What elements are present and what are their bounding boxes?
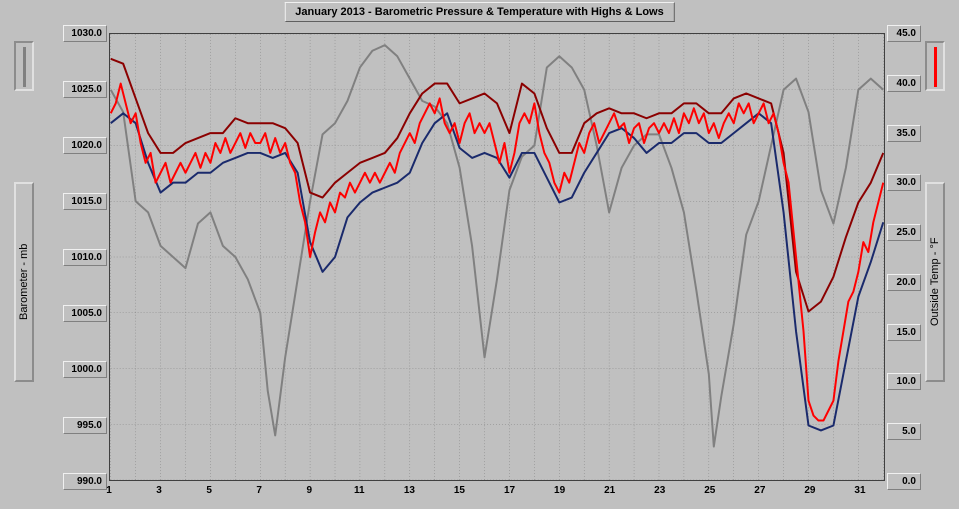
xtick: 29 — [804, 485, 815, 496]
plot-area — [109, 33, 885, 481]
ytick-left: 1005.0 — [63, 305, 107, 322]
left-swatch-box — [14, 41, 34, 91]
xtick: 27 — [754, 485, 765, 496]
ytick-right: 40.0 — [887, 75, 921, 92]
ytick-left: 1015.0 — [63, 193, 107, 210]
xtick: 5 — [206, 485, 212, 496]
xtick: 11 — [354, 485, 365, 496]
xtick: 31 — [854, 485, 865, 496]
chart-title: January 2013 - Barometric Pressure & Tem… — [284, 2, 674, 22]
ytick-right: 35.0 — [887, 125, 921, 142]
xtick: 15 — [454, 485, 465, 496]
temp-swatch — [934, 47, 937, 87]
ytick-left: 1030.0 — [63, 25, 107, 42]
xtick: 9 — [306, 485, 312, 496]
barometer-swatch — [23, 47, 26, 87]
xtick: 1 — [106, 485, 112, 496]
ytick-right: 30.0 — [887, 174, 921, 191]
xtick: 23 — [654, 485, 665, 496]
right-swatch-box — [925, 41, 945, 91]
xtick: 3 — [156, 485, 162, 496]
ytick-right: 45.0 — [887, 25, 921, 42]
left-axis-label: Barometer - mb — [14, 182, 34, 382]
xtick: 17 — [504, 485, 515, 496]
ytick-left: 995.0 — [63, 417, 107, 434]
chart-svg — [110, 34, 884, 480]
right-axis-label: Outside Temp - °F — [925, 182, 945, 382]
ytick-right: 5.0 — [887, 423, 921, 440]
ytick-right: 0.0 — [887, 473, 921, 490]
ytick-left: 1025.0 — [63, 81, 107, 98]
xtick: 19 — [554, 485, 565, 496]
xtick: 25 — [704, 485, 715, 496]
ytick-left: 1000.0 — [63, 361, 107, 378]
xtick: 13 — [404, 485, 415, 496]
xtick: 7 — [256, 485, 262, 496]
ytick-left: 1010.0 — [63, 249, 107, 266]
ytick-right: 10.0 — [887, 373, 921, 390]
xtick: 21 — [604, 485, 615, 496]
ytick-left: 1020.0 — [63, 137, 107, 154]
ytick-right: 25.0 — [887, 224, 921, 241]
ytick-left: 990.0 — [63, 473, 107, 490]
ytick-right: 15.0 — [887, 324, 921, 341]
ytick-right: 20.0 — [887, 274, 921, 291]
